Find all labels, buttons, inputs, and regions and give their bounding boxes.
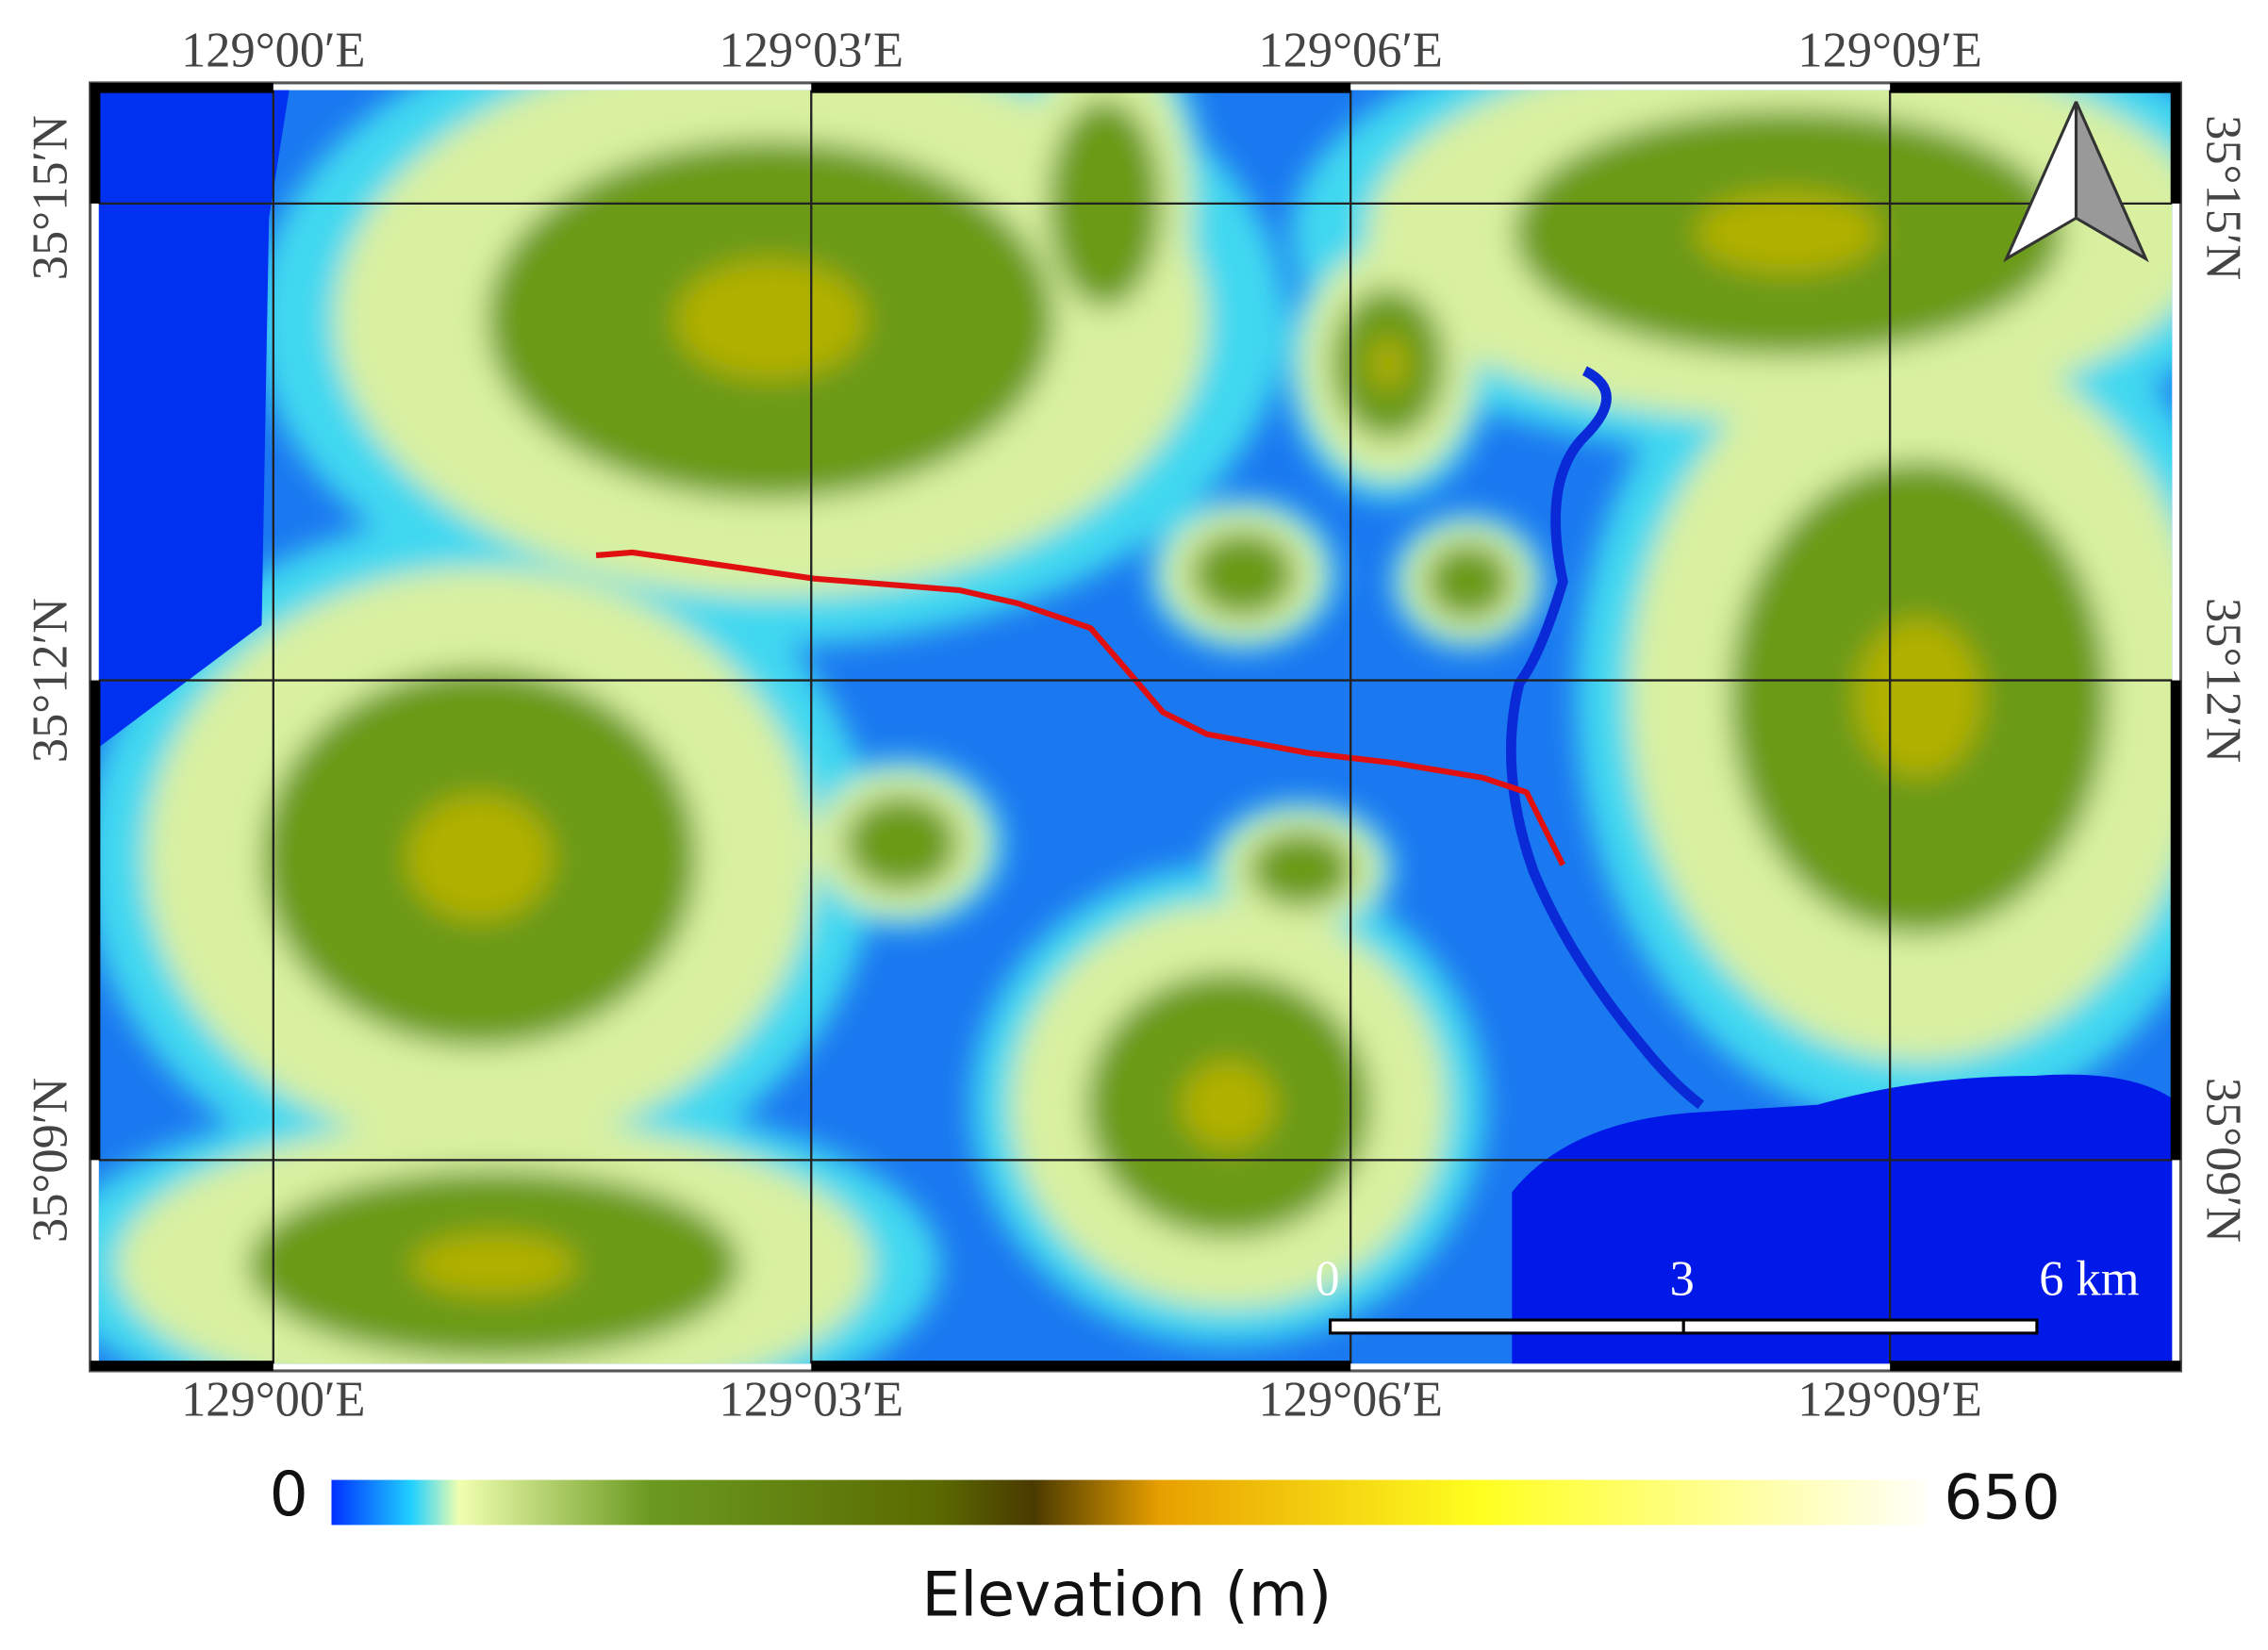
elevation-band (674, 258, 867, 381)
colorbar (331, 1479, 1927, 1526)
elevation-band (1180, 1060, 1277, 1150)
lat-label: 35°09′N (2196, 1078, 2251, 1243)
colorbar-max: 650 (1944, 1462, 2061, 1533)
scale-bar (1329, 1318, 2039, 1335)
lon-label: 129°09′E (1797, 24, 1981, 78)
sea (1512, 1074, 2173, 1364)
elevation-band (1695, 190, 1881, 274)
elevation-raster: 0 3 6 km (98, 90, 2173, 1364)
lon-label: 129°00′E (181, 24, 365, 78)
lon-label: 129°03′E (720, 24, 903, 78)
elevation-band (1425, 543, 1512, 619)
lat-label: 35°12′N (2196, 598, 2251, 763)
route-line (595, 549, 1566, 866)
lon-label: 129°06′E (1258, 1372, 1442, 1427)
north-arrow (2003, 101, 2149, 263)
elevation-band (1191, 531, 1296, 618)
lat-label: 35°15′N (24, 115, 78, 280)
lon-label: 129°00′E (181, 1372, 365, 1427)
colorbar-title: Elevation (m) (921, 1560, 1332, 1631)
elevation-band (1368, 338, 1408, 389)
lon-label: 129°03′E (720, 1372, 903, 1427)
river (1506, 366, 1704, 1110)
lat-label: 35°15′N (2196, 115, 2251, 280)
river-strip (98, 90, 290, 748)
scale-label: 6 km (2039, 1251, 2139, 1306)
elevation-band (844, 796, 958, 891)
terrain (98, 90, 2173, 1364)
lon-label: 129°06′E (1258, 24, 1442, 78)
elevation-band (410, 1232, 578, 1297)
scale-label: 0 (1315, 1251, 1339, 1306)
frame-ticks (90, 82, 2181, 1371)
elevation-band (1855, 618, 1983, 778)
colorbar-min: 0 (270, 1460, 308, 1530)
graticule (98, 90, 2173, 1364)
scale-label: 3 (1670, 1251, 1695, 1306)
elevation-band (406, 793, 554, 922)
elevation-band (1249, 831, 1353, 908)
lat-label: 35°12′N (24, 598, 78, 763)
lat-label: 35°09′N (24, 1078, 78, 1243)
lon-label: 129°09′E (1797, 1372, 1981, 1427)
